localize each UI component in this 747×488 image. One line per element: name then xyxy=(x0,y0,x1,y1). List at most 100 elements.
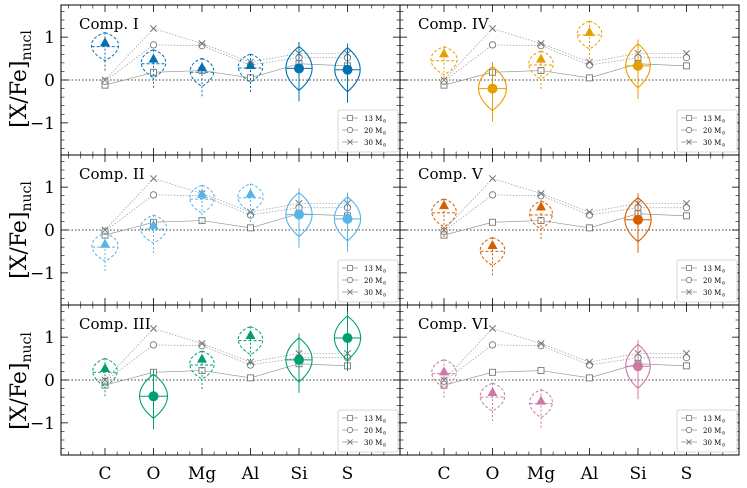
legend-label: 13 M⊙ xyxy=(364,415,387,425)
model-point-circle xyxy=(488,341,497,349)
model-point-square xyxy=(247,374,254,382)
legend-label-sub: ⊙ xyxy=(721,131,725,137)
legend-label-name: 20 M xyxy=(703,427,721,435)
model-point-x xyxy=(198,40,206,48)
legend-label: 13 M⊙ xyxy=(703,415,726,425)
data-point-O xyxy=(487,83,498,94)
model-line-square xyxy=(443,213,687,236)
legend-label-sub: ⊙ xyxy=(382,443,386,449)
ytick-label: −1 xyxy=(30,414,55,434)
model-point-circle xyxy=(682,204,691,212)
model-point-circle xyxy=(101,77,109,85)
legend-label: 30 M⊙ xyxy=(703,289,726,299)
legend-label: 20 M⊙ xyxy=(364,427,387,437)
data-point-Mg xyxy=(197,353,207,363)
legend-label-sub: ⊙ xyxy=(721,269,725,275)
panel-title: Comp. V xyxy=(418,165,484,183)
model-line-circle xyxy=(443,194,687,232)
panel-title: Comp. II xyxy=(79,165,145,183)
model-point-circle xyxy=(488,191,497,199)
legend-label: 30 M⊙ xyxy=(364,439,387,449)
model-point-x xyxy=(585,58,594,66)
legend-marker-circle xyxy=(685,276,693,284)
legend-marker-square xyxy=(686,265,692,271)
legend-label-name: 30 M xyxy=(703,439,721,447)
legend-label: 13 M⊙ xyxy=(364,115,387,125)
model-point-x xyxy=(537,190,545,198)
legend-marker-x xyxy=(686,439,692,445)
panel-title: Comp. III xyxy=(79,315,151,333)
violin-Al xyxy=(576,20,603,50)
data-point-Al xyxy=(245,330,256,339)
ytick-label: −1 xyxy=(30,264,55,284)
model-point-x xyxy=(101,226,109,234)
model-point-square xyxy=(586,74,593,82)
model-line-x xyxy=(104,328,348,381)
legend-marker-x xyxy=(686,289,692,295)
model-point-x xyxy=(101,76,109,84)
data-point-O xyxy=(148,391,159,402)
data-point-Mg xyxy=(197,188,207,198)
xtick-label-S: S xyxy=(342,464,354,484)
ylabel-sub: nucl xyxy=(19,332,35,363)
xtick-label-Mg: Mg xyxy=(188,464,216,484)
model-point-x xyxy=(488,25,497,33)
legend-marker-circle xyxy=(346,276,354,284)
legend-label-name: 30 M xyxy=(364,439,382,447)
data-point-O xyxy=(487,387,498,396)
legend-box xyxy=(337,109,399,153)
data-point-O xyxy=(148,53,159,63)
data-point-Si xyxy=(633,60,643,71)
legend-label-sub: ⊙ xyxy=(382,431,386,437)
legend-label-sub: ⊙ xyxy=(721,119,725,125)
legend-label-sub: ⊙ xyxy=(721,443,725,449)
model-line-circle xyxy=(104,194,348,232)
model-point-square xyxy=(489,218,496,226)
model-line-circle xyxy=(443,344,687,382)
model-point-x xyxy=(149,25,158,33)
ylabel-row-2: [X/Fe]nucl xyxy=(7,181,35,279)
model-point-square xyxy=(489,368,496,376)
ytick-label: 0 xyxy=(44,221,55,241)
ylabel-text: [X/Fe] xyxy=(7,363,32,430)
legend-marker-circle xyxy=(685,426,693,434)
xtick-label-C: C xyxy=(98,464,111,484)
data-point-C xyxy=(100,238,110,248)
data-point-O xyxy=(487,240,498,249)
legend-label-sub: ⊙ xyxy=(382,419,386,425)
legend-label-name: 20 M xyxy=(364,427,382,435)
legend-label-name: 13 M xyxy=(703,415,721,423)
legend-label: 30 M⊙ xyxy=(703,439,726,449)
data-point-Mg xyxy=(536,395,546,405)
model-line-square xyxy=(443,363,687,386)
legend-label-sub: ⊙ xyxy=(382,293,386,299)
legend-box xyxy=(676,409,738,453)
data-point-Si xyxy=(294,209,304,220)
svg-text:[X/Fe]nucl: [X/Fe]nucl xyxy=(7,332,35,430)
ytick-label: 1 xyxy=(44,28,55,48)
xtick-label-Si: Si xyxy=(629,464,647,484)
data-point-S xyxy=(342,213,353,224)
model-point-x xyxy=(488,175,497,183)
model-point-x xyxy=(585,358,594,366)
violin-O xyxy=(479,382,506,412)
model-line-x xyxy=(104,178,348,231)
model-point-square xyxy=(683,212,690,220)
legend-marker-square xyxy=(686,415,692,421)
violin-O xyxy=(479,236,506,267)
legend-label-sub: ⊙ xyxy=(382,143,386,149)
model-point-square xyxy=(683,362,690,370)
model-point-circle xyxy=(149,191,158,199)
model-point-circle xyxy=(585,61,594,69)
legend-box xyxy=(676,259,738,303)
legend-label-name: 20 M xyxy=(364,277,382,285)
ylabel-row-1: [X/Fe]nucl xyxy=(7,30,35,128)
model-point-circle xyxy=(585,211,594,219)
xtick-label-O: O xyxy=(147,464,161,484)
legend-label-sub: ⊙ xyxy=(721,419,725,425)
ytick-label: 1 xyxy=(44,328,55,348)
